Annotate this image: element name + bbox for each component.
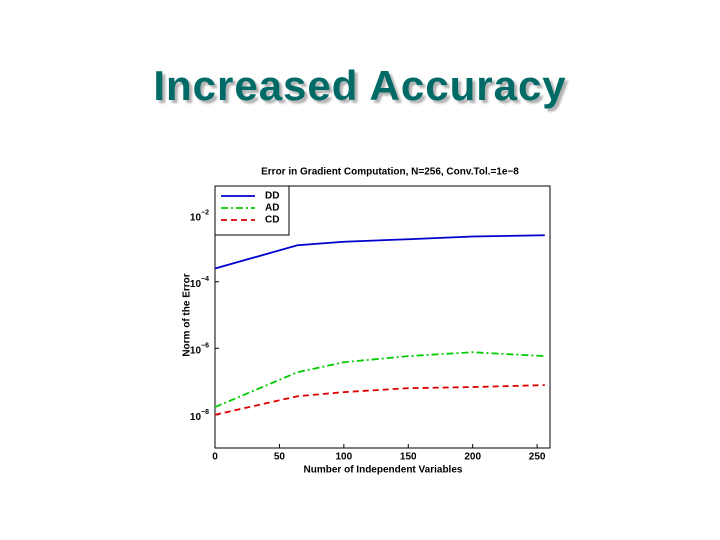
- y-tick-base: 10: [190, 278, 202, 289]
- slide-title: Increased Accuracy: [153, 62, 567, 109]
- legend-box: [214, 185, 290, 236]
- y-tick-exponent: −8: [201, 409, 209, 416]
- plot-frame: [214, 185, 551, 449]
- legend-label: AD: [265, 203, 279, 214]
- x-tick-label: 150: [400, 452, 417, 463]
- series-line: [214, 384, 545, 416]
- series-line: [214, 234, 545, 270]
- x-tick-label: 50: [274, 452, 286, 463]
- y-tick-label: 10−4: [190, 276, 209, 290]
- legend-label: DD: [265, 191, 279, 202]
- x-tick-label: 200: [464, 452, 481, 463]
- x-tick-label: 0: [212, 452, 218, 463]
- y-tick-base: 10: [190, 212, 202, 223]
- x-axis-label: Number of Independent Variables: [304, 465, 463, 476]
- y-axis-label: Norm of the Error: [182, 273, 193, 356]
- chart-title: Error in Gradient Computation, N=256, Co…: [261, 167, 519, 178]
- y-tick-exponent: −4: [201, 276, 209, 283]
- y-tick-base: 10: [190, 345, 202, 356]
- y-tick-label: 10−8: [190, 409, 209, 423]
- x-tick-label: 100: [336, 452, 353, 463]
- x-tick-label: 250: [529, 452, 546, 463]
- y-tick-label: 10−2: [190, 209, 209, 223]
- y-tick-label: 10−6: [190, 342, 209, 356]
- legend-label: CD: [265, 215, 279, 226]
- y-tick-base: 10: [190, 411, 202, 422]
- y-tick-exponent: −2: [201, 209, 209, 216]
- y-tick-exponent: −6: [201, 342, 209, 349]
- series-line: [214, 351, 545, 408]
